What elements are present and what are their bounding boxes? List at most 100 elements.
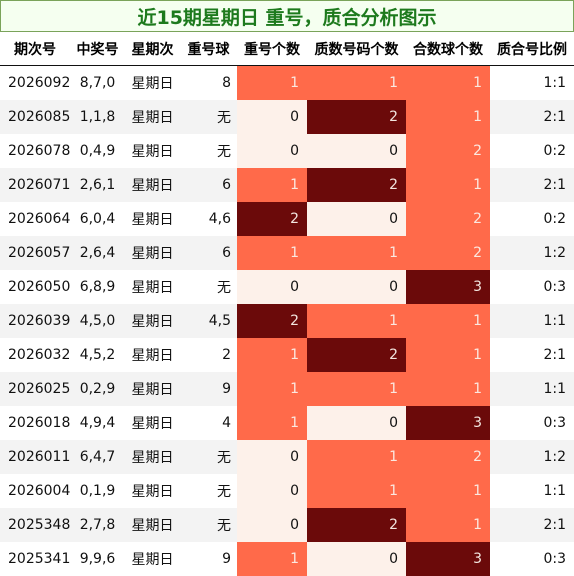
issue-cell: 2025348	[8, 517, 71, 533]
repeat-count-cell: 0	[237, 100, 307, 134]
weekday-cell: 星期日	[131, 348, 174, 364]
issue-cell: 2026078	[8, 143, 71, 159]
weekday-cell: 星期日	[131, 246, 174, 262]
page-title: 近15期星期日 重号，质合分析图示	[0, 0, 574, 32]
draw-cell: 0,4,9	[79, 143, 116, 159]
draw-cell: 9,9,6	[79, 551, 116, 567]
weekday-cell: 星期日	[131, 280, 174, 296]
ratio-cell: 1:1	[543, 75, 566, 91]
draw-cell: 6,4,7	[79, 449, 116, 465]
ratio-cell: 0:3	[543, 551, 566, 567]
composite-count-cell: 3	[406, 542, 490, 576]
header-prime-count: 质数号码个数	[314, 42, 399, 58]
issue-cell: 2026004	[8, 483, 71, 499]
weekday-cell: 星期日	[131, 450, 174, 466]
ratio-cell: 0:3	[543, 415, 566, 431]
weekday-cell: 星期日	[131, 314, 174, 330]
repeat-count-cell: 0	[237, 508, 307, 542]
composite-count-cell: 3	[406, 270, 490, 304]
repeat-count-cell: 1	[237, 406, 307, 440]
weekday-cell: 星期日	[131, 484, 174, 500]
table-row: 2026018 4,9,4 星期日 4 1 0 3 0:3	[0, 406, 574, 440]
issue-cell: 2026018	[8, 415, 71, 431]
draw-cell: 2,6,4	[79, 245, 116, 261]
issue-cell: 2026032	[8, 347, 71, 363]
table-row: 2026011 6,4,7 星期日 无 0 1 2 1:2	[0, 440, 574, 474]
header-repeat-count: 重号个数	[244, 42, 300, 58]
composite-count-cell: 1	[406, 304, 490, 338]
repeat-ball-cell: 无	[217, 450, 231, 466]
composite-count-cell: 1	[406, 338, 490, 372]
issue-cell: 2025341	[8, 551, 71, 567]
draw-cell: 6,8,9	[79, 279, 116, 295]
ratio-cell: 1:1	[543, 483, 566, 499]
header-issue: 期次号	[14, 42, 56, 58]
repeat-count-cell: 0	[237, 474, 307, 508]
table-header: 期次号 中奖号 星期次 重号球 重号个数 质数号码个数 合数球个数 质合号比例	[0, 33, 574, 66]
table-row: 2026039 4,5,0 星期日 4,5 2 1 1 1:1	[0, 304, 574, 338]
draw-cell: 0,1,9	[79, 483, 116, 499]
repeat-ball-cell: 4	[222, 415, 231, 431]
issue-cell: 2026071	[8, 177, 71, 193]
ratio-cell: 2:1	[543, 517, 566, 533]
repeat-ball-cell: 6	[222, 177, 231, 193]
weekday-cell: 星期日	[131, 416, 174, 432]
issue-cell: 2026025	[8, 381, 71, 397]
prime-count-cell: 1	[307, 372, 406, 406]
table-row: 2026057 2,6,4 星期日 6 1 1 2 1:2	[0, 236, 574, 270]
issue-cell: 2026050	[8, 279, 71, 295]
header-ratio: 质合号比例	[497, 42, 567, 58]
composite-count-cell: 1	[406, 508, 490, 542]
composite-count-cell: 1	[406, 474, 490, 508]
repeat-ball-cell: 2	[222, 347, 231, 363]
ratio-cell: 1:2	[543, 449, 566, 465]
weekday-cell: 星期日	[131, 212, 174, 228]
table-row: 2026078 0,4,9 星期日无 0 0 2 0:2	[0, 134, 574, 168]
prime-count-cell: 1	[307, 440, 406, 474]
weekday-cell: 星期日	[131, 178, 174, 194]
draw-cell: 2,7,8	[79, 517, 116, 533]
repeat-count-cell: 1	[237, 338, 307, 372]
repeat-count-cell: 2	[237, 202, 307, 236]
draw-cell: 0,2,9	[79, 381, 116, 397]
prime-count-cell: 0	[307, 542, 406, 576]
table-row: 2026050 6,8,9 星期日无 0 0 3 0:3	[0, 270, 574, 304]
issue-cell: 2026092	[8, 75, 71, 91]
prime-count-cell: 1	[307, 474, 406, 508]
table-row: 2026071 2,6,1 星期日 6 1 2 1 2:1	[0, 168, 574, 202]
weekday-cell: 星期日	[131, 144, 174, 160]
composite-count-cell: 1	[406, 372, 490, 406]
table-row: 2026032 4,5,2 星期日 2 1 2 1 2:1	[0, 338, 574, 372]
weekday-cell: 星期日	[131, 382, 174, 398]
header-draw: 中奖号	[76, 42, 119, 58]
table-row: 2026025 0,2,9 星期日 9 1 1 1 1:1	[0, 372, 574, 406]
issue-cell: 2026064	[8, 211, 71, 227]
ratio-cell: 0:2	[543, 211, 566, 227]
repeat-ball-cell: 6	[222, 245, 231, 261]
composite-count-cell: 1	[406, 100, 490, 134]
prime-count-cell: 0	[307, 202, 406, 236]
repeat-ball-cell: 无	[217, 280, 231, 296]
header-weekday: 星期次	[131, 42, 174, 58]
table-row: 2026064 6,0,4 星期日 4,6 2 0 2 0:2	[0, 202, 574, 236]
issue-cell: 2026057	[8, 245, 71, 261]
ratio-cell: 0:2	[543, 143, 566, 159]
table-row: 2026004 0,1,9 星期日无 0 1 1 1:1	[0, 474, 574, 508]
issue-cell: 2026011	[8, 449, 71, 465]
table-row: 2025341 9,9,6 星期日 9 1 0 3 0:3	[0, 542, 574, 576]
header-repeat-ball: 重号球	[187, 42, 230, 58]
composite-count-cell: 2	[406, 236, 490, 270]
ratio-cell: 1:2	[543, 245, 566, 261]
draw-cell: 1,1,8	[79, 109, 116, 125]
ratio-cell: 2:1	[543, 347, 566, 363]
ratio-cell: 0:3	[543, 279, 566, 295]
composite-count-cell: 1	[406, 168, 490, 202]
header-composite-count: 合数球个数	[413, 42, 483, 58]
repeat-count-cell: 0	[237, 440, 307, 474]
issue-cell: 2026085	[8, 109, 71, 125]
prime-count-cell: 0	[307, 406, 406, 440]
prime-count-cell: 2	[307, 508, 406, 542]
repeat-ball-cell: 4,5	[208, 313, 231, 329]
composite-count-cell: 2	[406, 440, 490, 474]
